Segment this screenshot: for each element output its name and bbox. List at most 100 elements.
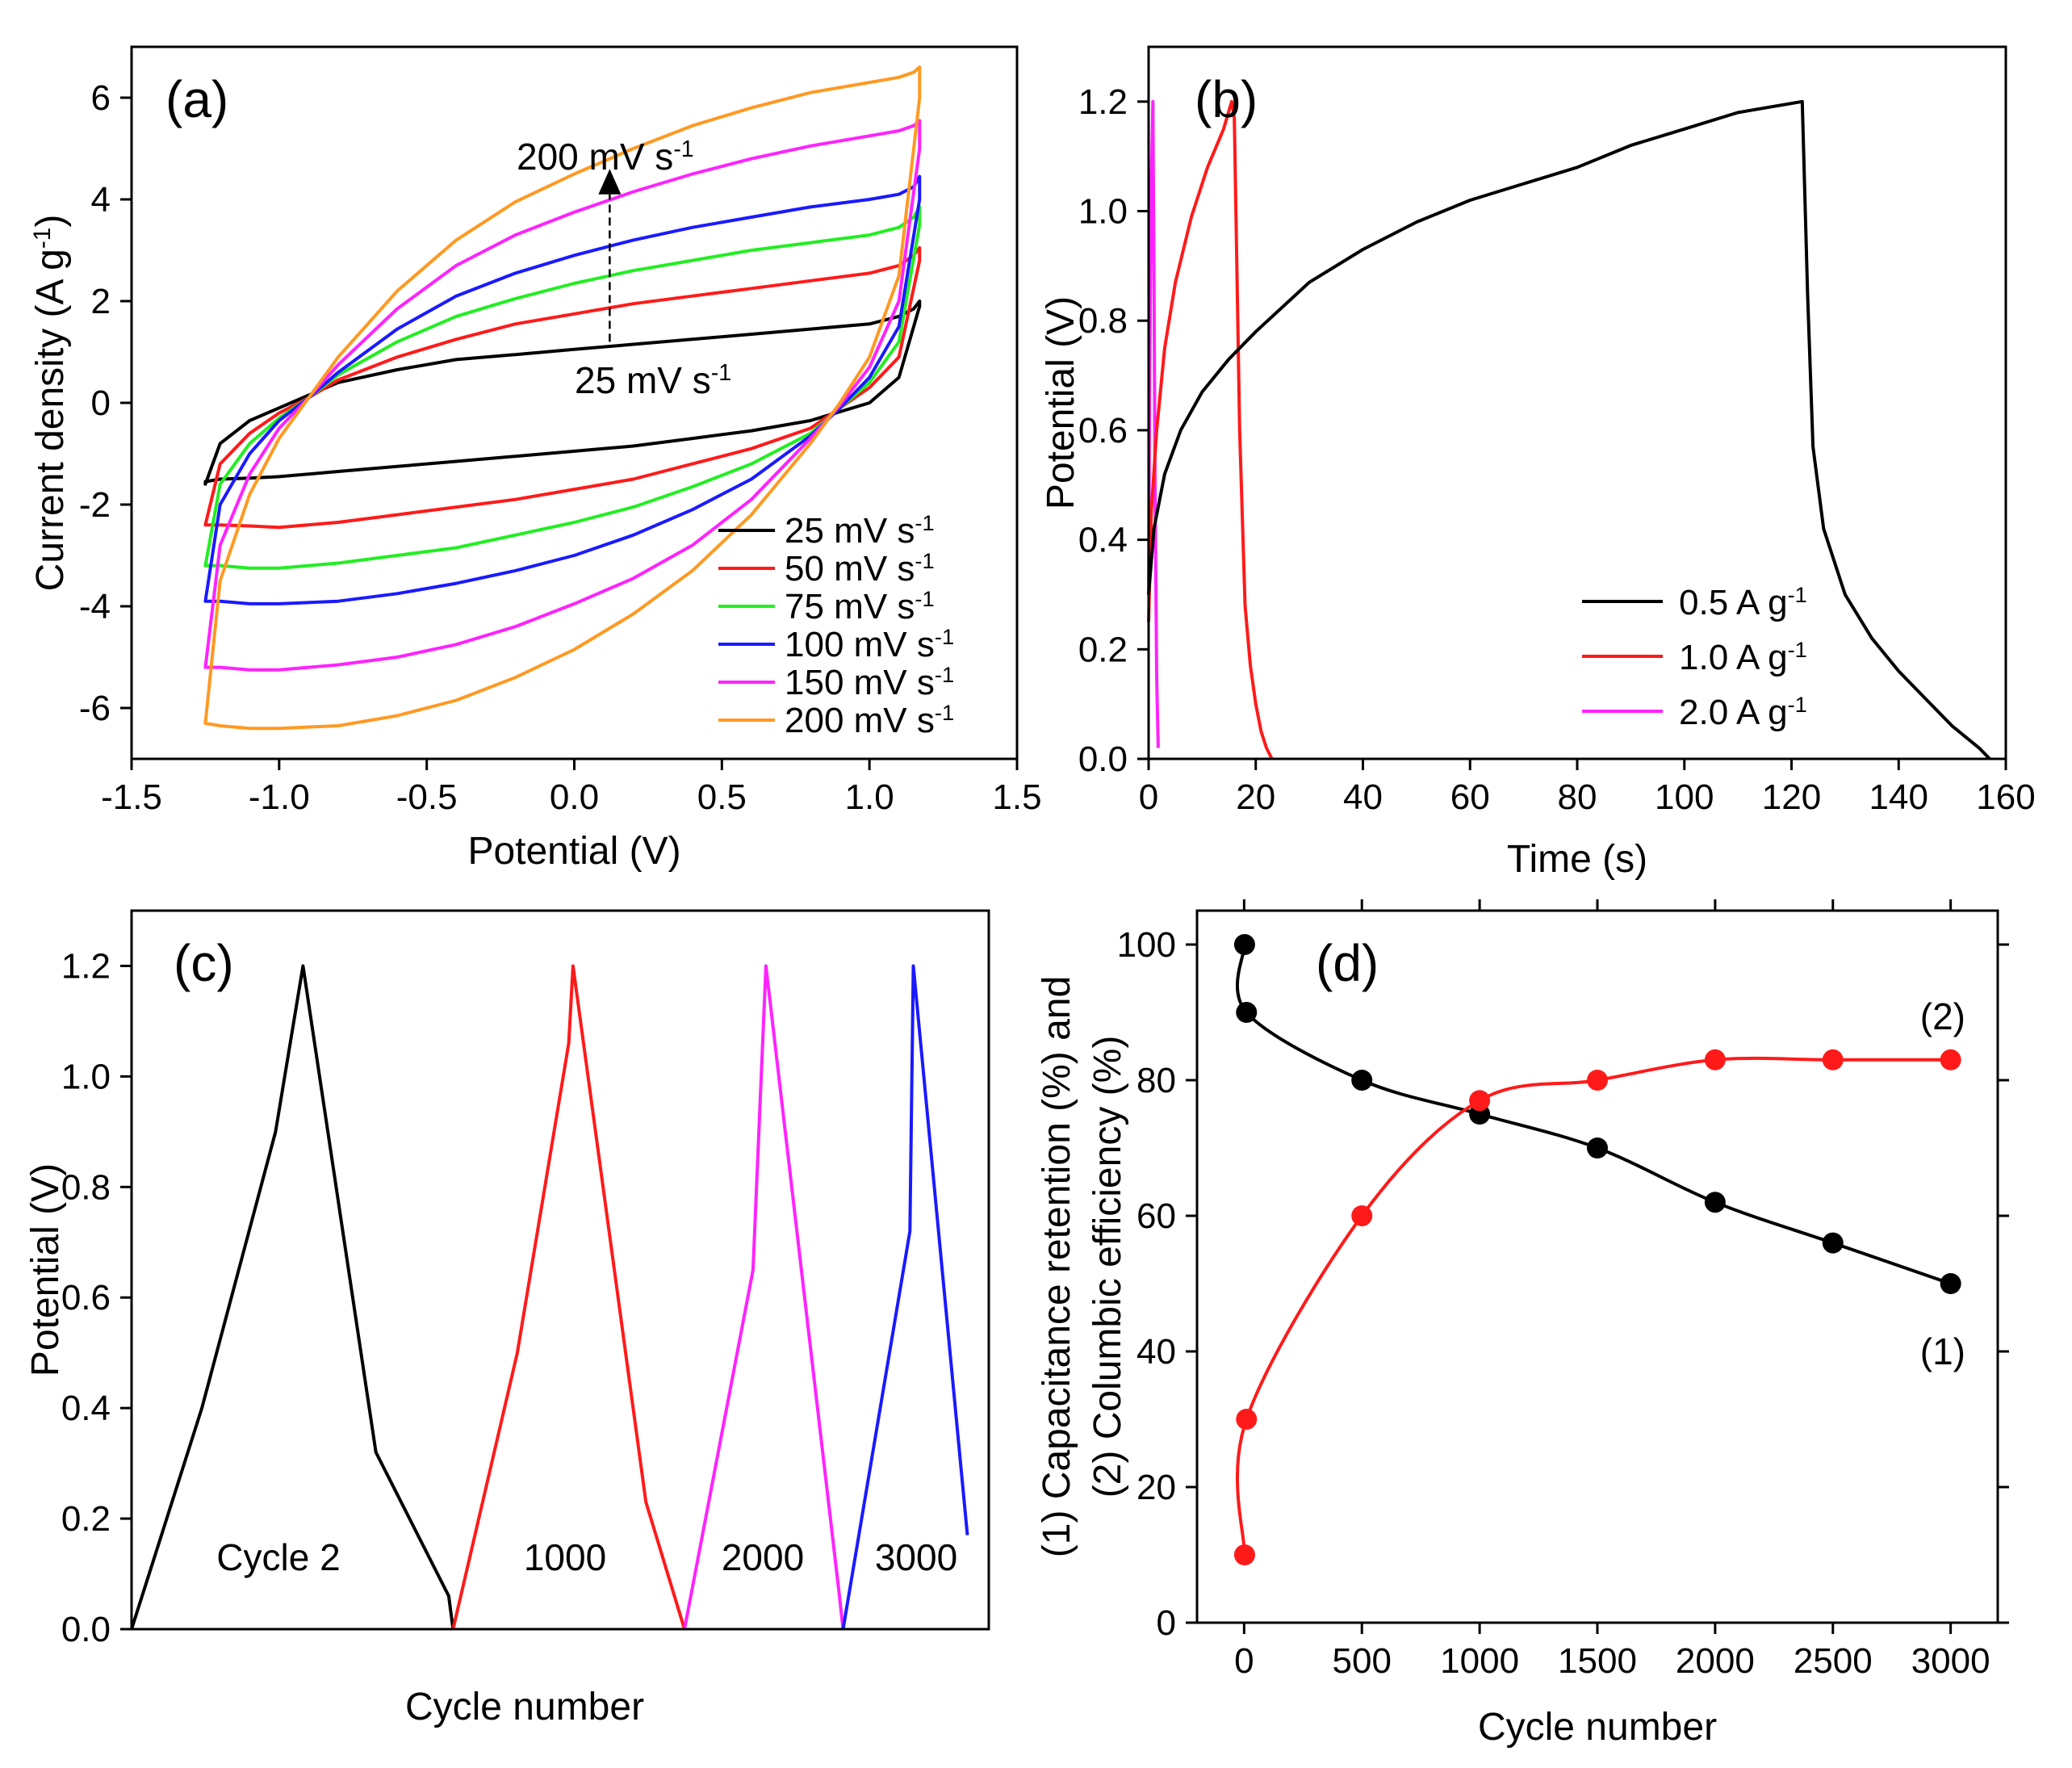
panel-b-ytick-label: 1.0: [1078, 192, 1128, 232]
panel-c-frame: [130, 909, 990, 1631]
panel-d-ylabel-2: (2) Columbic efficiency (%): [1086, 1036, 1129, 1498]
panel-c-cycling-curves: 0.0 0.2 0.4 0.6 0.8 1.0 1.2 (c) Cycle 2 1000 2000 3…: [24, 909, 990, 1728]
panel-d-ytick-label: 80: [1136, 1061, 1176, 1100]
panel-d-ylabel-1: (1) Capacitance retention (%) and: [1036, 976, 1078, 1557]
cycle-curve-4: [841, 964, 969, 1630]
panel-d-retention-efficiency: 0 500 1000 1500 2000 2500 3000 0 20 40 60 80 100 (d) (…: [1036, 899, 2009, 1749]
cv-loop-4: [203, 174, 922, 605]
cv-loop-2: [203, 245, 922, 530]
annotation-bottom: 25 mV s-1: [575, 359, 731, 401]
series-2-label: (2): [1920, 995, 1965, 1037]
data-point-(2): [1587, 1070, 1608, 1091]
panel-a-ytick-label: -6: [79, 689, 111, 728]
cycle-label: 2000: [722, 1536, 804, 1578]
panel-c-ytick-label: 1.0: [61, 1057, 111, 1096]
data-point-(1): [1940, 1273, 1961, 1294]
panel-c-ytick-label: 0.8: [61, 1167, 111, 1207]
panel-c-ytick-label: 0.0: [61, 1610, 111, 1649]
panel-d-ytick-label: 0: [1157, 1603, 1176, 1643]
gcd-curve-2: [1147, 99, 1274, 760]
panel-d-xtick-label: 1000: [1440, 1641, 1519, 1681]
panel-a-xtick-label: 0.0: [550, 777, 599, 817]
data-point-(2): [1469, 1090, 1491, 1112]
data-point-(1): [1233, 934, 1255, 955]
panel-b-ytick-label: 0.6: [1078, 411, 1128, 450]
panel-d-ytick-label: 20: [1136, 1468, 1176, 1507]
panel-d-xtick-label: 0: [1234, 1641, 1254, 1681]
cycle-label: Cycle 2: [216, 1536, 340, 1578]
legend-label: 150 mV s-1: [785, 662, 954, 703]
data-point-(1): [1822, 1232, 1844, 1254]
cycle-curve-2: [451, 964, 686, 1630]
panel-a-ytick-label: -4: [79, 587, 111, 626]
cycle-label: 1000: [524, 1536, 606, 1578]
panel-b-gcd-curves: 0 20 40 60 80 100 120 140 160 0.0 0.2 0.4 0.6 0.8 1.0 1…: [1040, 45, 2036, 881]
gcd-curve-1: [1147, 99, 1991, 760]
panel-c-xlabel: Cycle number: [405, 1686, 644, 1728]
panel-a-ytick-label: -2: [79, 485, 111, 525]
data-point-(2): [1704, 1049, 1726, 1070]
panel-b-xtick-label: 60: [1450, 777, 1490, 817]
fit-curve-1: [1236, 944, 1952, 1285]
cv-loop-1: [203, 300, 922, 486]
panel-b-xtick-label: 20: [1236, 777, 1275, 817]
panel-b-ytick-label: 0.4: [1078, 521, 1128, 560]
panel-b-xtick-label: 160: [1976, 777, 2035, 817]
panel-b-xtick-label: 100: [1655, 777, 1714, 817]
panel-b-xtick-label: 40: [1343, 777, 1383, 817]
cv-loop-6: [203, 65, 922, 731]
data-point-(2): [1822, 1049, 1844, 1070]
panel-d-xtick-label: 2000: [1676, 1641, 1755, 1681]
panel-d-xtick-label: 3000: [1911, 1641, 1990, 1681]
data-point-(1): [1351, 1070, 1373, 1091]
panel-a-label: (a): [165, 70, 228, 128]
panel-b-ytick-label: 0.0: [1078, 739, 1128, 779]
data-point-(2): [1940, 1049, 1961, 1070]
gcd-curve-3: [1147, 99, 1160, 748]
series-1-label: (1): [1920, 1330, 1965, 1372]
panel-a-ytick-label: 0: [91, 383, 111, 423]
fit-curve-2: [1235, 1056, 1951, 1556]
panel-d-xtick-label: 2500: [1794, 1641, 1873, 1681]
annotation-top: 200 mV s-1: [517, 136, 694, 178]
legend-label: 50 mV s-1: [785, 548, 935, 589]
legend-label: 200 mV s-1: [785, 700, 954, 741]
panel-d-ytick-label: 40: [1136, 1332, 1176, 1372]
panel-b-ylabel: Potential (V): [1040, 296, 1082, 509]
legend-label: 100 mV s-1: [785, 624, 954, 665]
panel-d-xtick-label: 1500: [1558, 1641, 1637, 1681]
panel-c-label: (c): [174, 934, 234, 992]
panel-c-ytick-label: 0.4: [61, 1389, 111, 1428]
panel-b-label: (b): [1195, 70, 1258, 128]
panel-a-ylabel: Current density (A g-1): [29, 215, 73, 592]
cycle-label: 3000: [875, 1536, 957, 1578]
panel-b-xtick-label: 140: [1869, 777, 1928, 817]
data-point-(1): [1236, 1002, 1258, 1023]
data-point-(2): [1233, 1544, 1255, 1565]
panel-b-xtick-label: 80: [1558, 777, 1597, 817]
scan-rate-arrow-head: [598, 169, 622, 195]
data-point-(1): [1704, 1192, 1726, 1213]
panel-d-ytick-label: 100: [1117, 925, 1176, 965]
cycle-curve-1: [130, 964, 455, 1630]
panel-d-frame: [1195, 909, 1999, 1624]
panel-a-xtick-label: -1.5: [101, 777, 162, 817]
cv-loop-5: [203, 119, 922, 672]
panel-a-xtick-label: -0.5: [396, 777, 458, 817]
panel-a-xtick-label: 1.0: [845, 777, 894, 817]
panel-a-xtick-label: 0.5: [697, 777, 747, 817]
panel-b-frame: [1147, 45, 2007, 760]
legend-label: 0.5 A g-1: [1679, 582, 1807, 623]
legend-label: 25 mV s-1: [785, 510, 935, 551]
panel-d-xlabel: Cycle number: [1478, 1706, 1717, 1749]
panel-a-xtick-label: 1.5: [992, 777, 1041, 817]
panel-a-xlabel: Potential (V): [467, 830, 680, 873]
panel-b-xtick-label: 0: [1139, 777, 1158, 817]
legend-label: 1.0 A g-1: [1679, 637, 1807, 678]
panel-a-cv-curves: -1.5 -1.0 -0.5 0.0 0.5 1.0 1.5 -6 -4 -2 0 2 4 6 (a) Pot…: [29, 45, 1042, 873]
panel-a-ytick-label: 4: [91, 180, 111, 220]
panel-c-ytick-label: 0.2: [61, 1499, 111, 1539]
cycle-curve-3: [683, 964, 845, 1630]
data-point-(1): [1587, 1137, 1608, 1158]
